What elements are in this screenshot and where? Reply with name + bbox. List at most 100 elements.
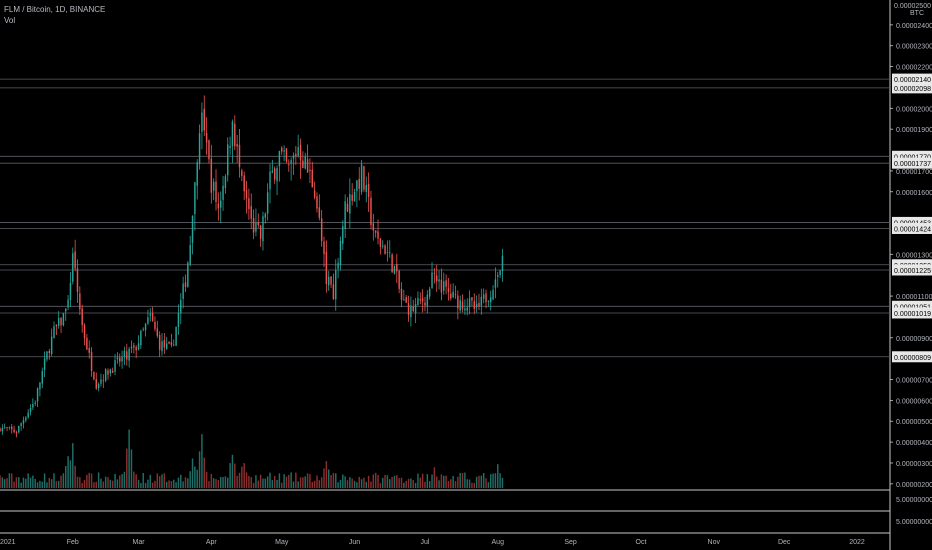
volume-bar <box>57 480 60 488</box>
candle-body <box>292 155 295 159</box>
y-tick-label: 0.00000200 <box>896 482 932 489</box>
candle-body <box>389 252 391 254</box>
volume-bar <box>304 476 306 488</box>
candle-body <box>281 147 283 152</box>
volume-bar <box>269 472 271 488</box>
price-lines <box>0 78 890 358</box>
candle-body <box>288 164 290 166</box>
candle-body <box>313 190 316 198</box>
candle-body <box>407 303 410 316</box>
candle-body <box>20 423 22 427</box>
volume-bar <box>1 477 4 488</box>
volume-bar <box>320 477 323 488</box>
volume-bar <box>234 463 236 488</box>
candle-body <box>372 223 375 231</box>
price-line-box <box>892 82 932 94</box>
volume-bar <box>445 475 447 488</box>
price-line-label: 0.00002098 <box>894 86 931 93</box>
volume-bar <box>255 475 257 488</box>
price-line-box <box>892 307 932 319</box>
volume-bar <box>22 477 25 488</box>
volume-bar <box>8 473 11 488</box>
candle-body <box>194 182 196 214</box>
y-tick-label: 0.00000900 <box>896 336 932 343</box>
candle-body <box>501 255 504 272</box>
volume-bar <box>405 480 407 488</box>
candle-body <box>412 306 414 312</box>
candle-body <box>440 279 443 293</box>
volume-bar <box>271 480 274 488</box>
volume-bar <box>285 476 288 488</box>
volume-bar <box>464 472 466 488</box>
candle-body <box>468 298 471 307</box>
volume-bar <box>297 481 299 488</box>
volume-bar <box>398 478 400 488</box>
x-tick-label: Apr <box>206 539 218 546</box>
candle-body <box>478 302 480 307</box>
candle-body <box>126 351 128 360</box>
y-tick-label: 0.00001900 <box>896 127 932 134</box>
volume-bar <box>283 474 285 488</box>
candle-body <box>121 356 123 362</box>
volume-bar <box>351 478 353 488</box>
x-tick-label: Feb <box>67 539 79 546</box>
volume-bar <box>433 467 436 488</box>
candle-body <box>299 144 302 161</box>
volume-bar <box>111 480 114 488</box>
volume-bar <box>367 475 370 488</box>
volume-bar <box>198 451 201 488</box>
volume-bar <box>72 443 74 488</box>
volume-bar <box>309 474 311 488</box>
volume-bar <box>356 482 358 488</box>
grid <box>0 0 891 550</box>
candle-body <box>36 388 39 402</box>
candles <box>0 95 504 438</box>
volume-bar <box>229 463 231 488</box>
candle-body <box>365 185 368 192</box>
volume-bar <box>173 479 175 488</box>
candle-body <box>262 216 264 242</box>
candle-body <box>393 265 396 274</box>
volume-bar <box>165 481 168 488</box>
volume-bar <box>344 476 346 488</box>
candle-body <box>81 308 83 326</box>
candle-body <box>337 262 339 269</box>
volume-bar <box>412 480 414 488</box>
volume-bar <box>205 472 208 488</box>
candle-body <box>189 244 191 265</box>
candle-body <box>27 412 29 418</box>
volume-bar <box>158 476 161 488</box>
volume-bar <box>492 473 494 488</box>
volume-bar <box>461 472 464 488</box>
candle-body <box>426 294 429 307</box>
volume-bar <box>330 474 332 488</box>
candle-body <box>236 144 238 147</box>
volume-bar <box>318 480 321 488</box>
candle-body <box>428 288 431 297</box>
candle-body <box>39 382 41 390</box>
candle-body <box>55 324 58 327</box>
volume-bar <box>203 457 205 488</box>
candle-body <box>499 270 501 276</box>
volume-bar <box>50 479 53 488</box>
price-line-box <box>892 216 932 228</box>
volume-bar <box>379 483 382 488</box>
volume-bar <box>184 477 187 488</box>
volume-bar <box>370 481 372 488</box>
price-line-box <box>892 73 932 85</box>
volume-bar <box>62 473 65 488</box>
volume-axis-label: 5.00000000 <box>896 519 932 526</box>
price-line-box <box>892 300 932 312</box>
volume-bar <box>276 479 278 488</box>
price-line-box <box>892 264 932 276</box>
y-tick-label: 0.00000300 <box>896 461 932 468</box>
candle-body <box>175 326 177 346</box>
candle-body <box>250 206 252 219</box>
candle-body <box>351 194 353 201</box>
volume-bars <box>0 429 504 488</box>
chart-legend: FLM / Bitcoin, 1D, BINANCE Vol <box>4 4 105 26</box>
candle-body <box>276 168 278 182</box>
volume-bar <box>102 481 105 488</box>
volume-label: Vol <box>4 16 16 25</box>
